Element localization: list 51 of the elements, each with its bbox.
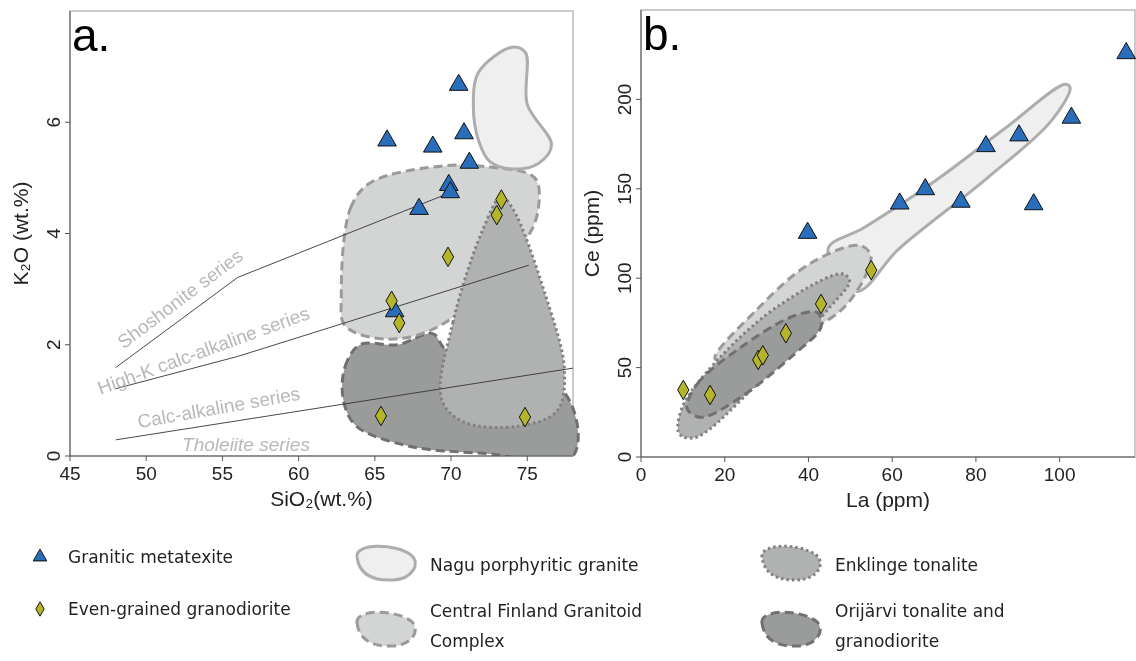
- point: [1061, 106, 1082, 124]
- legend-label: Nagu porphyritic granite: [430, 555, 639, 575]
- x-axis-title: SiO₂(wt.%): [270, 487, 373, 510]
- x-tick-label: 50: [135, 463, 157, 484]
- chart-title: a.: [72, 9, 111, 61]
- point: [459, 151, 480, 169]
- point: [951, 190, 971, 208]
- x-tick-label: 100: [1043, 464, 1076, 485]
- y-tick-label: 100: [614, 262, 635, 295]
- point: [454, 122, 474, 140]
- y-tick-label: 6: [43, 116, 64, 128]
- point: [448, 73, 469, 91]
- point: [422, 135, 443, 153]
- x-tick-label: 60: [288, 463, 310, 484]
- legend-label: Even-grained granodiorite: [68, 599, 291, 619]
- x-tick-label: 80: [965, 464, 987, 485]
- point: [976, 135, 996, 153]
- x-tick-label: 40: [797, 464, 820, 485]
- y-axis-title: K₂O (wt.%): [9, 181, 32, 286]
- y-tick-label: 0: [614, 451, 635, 463]
- point: [440, 181, 461, 199]
- point: [1116, 42, 1136, 60]
- x-tick-label: 20: [714, 464, 736, 485]
- point: [377, 129, 397, 147]
- y-axis-title: Ce (ppm): [580, 189, 603, 278]
- x-tick-label: 65: [364, 463, 386, 484]
- y-tick-label: 2: [43, 339, 64, 351]
- legend-label: Central Finland Granitoid Complex: [430, 601, 643, 651]
- legend-label: Orijärvi tonalite and granodiorite: [835, 601, 1005, 651]
- y-tick-label: 200: [614, 83, 635, 116]
- y-tick-label: 50: [614, 357, 635, 379]
- x-tick-label: 60: [881, 464, 903, 485]
- y-tick-label: 4: [43, 227, 64, 239]
- x-tick-label: 70: [440, 463, 462, 484]
- y-tick-label: 0: [43, 450, 64, 462]
- legend-label: Granitic metatexite: [68, 547, 234, 567]
- point: [1023, 193, 1044, 211]
- legend-label: Enklinge tonalite: [835, 555, 979, 575]
- point: [1009, 124, 1029, 142]
- point: [797, 221, 818, 239]
- x-tick-label: 55: [211, 463, 233, 484]
- chart-title: b.: [643, 8, 682, 60]
- point: [889, 192, 910, 210]
- annotation: Calc-alkaline series: [135, 382, 302, 433]
- annotation: Tholeiite series: [182, 434, 311, 456]
- y-tick-label: 150: [614, 172, 635, 205]
- point: [915, 178, 936, 196]
- x-tick-label: 75: [516, 463, 538, 484]
- x-tick-label: 45: [59, 463, 81, 484]
- point: [409, 197, 429, 215]
- x-axis-title: La (ppm): [845, 488, 931, 511]
